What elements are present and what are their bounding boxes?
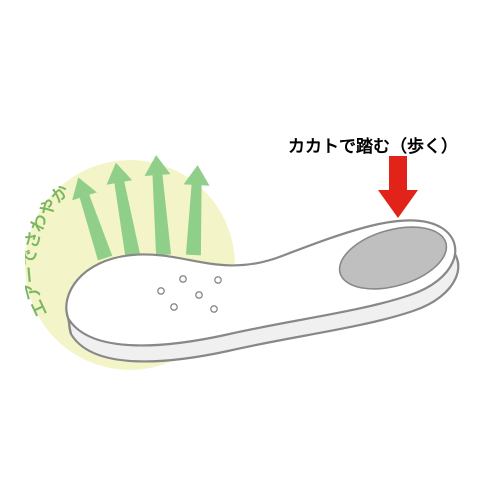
vent-hole <box>158 288 164 294</box>
vent-hole <box>171 304 177 310</box>
vent-hole <box>211 306 217 312</box>
vent-hole <box>180 276 186 282</box>
insole-shape <box>50 200 470 380</box>
diagram-canvas: エアーでさわやか カカトで踏む（歩く） <box>0 0 500 500</box>
heel-press-label: カカトで踏む（歩く） <box>288 132 458 157</box>
vent-hole <box>215 277 221 283</box>
heel-press-arrow-icon <box>378 156 418 218</box>
vent-hole <box>196 292 202 298</box>
